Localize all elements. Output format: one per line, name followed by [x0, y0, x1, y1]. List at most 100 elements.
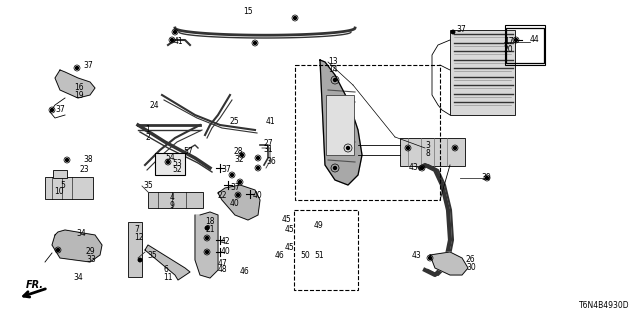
Circle shape	[239, 180, 241, 183]
Circle shape	[51, 108, 54, 111]
Bar	[295, 65, 440, 200]
Text: 16: 16	[74, 84, 84, 92]
Circle shape	[454, 147, 456, 149]
Bar	[400, 138, 465, 166]
Text: 7: 7	[134, 226, 139, 235]
Text: 33: 33	[86, 254, 96, 263]
Circle shape	[241, 154, 243, 156]
Text: 40: 40	[221, 247, 231, 257]
Bar	[326, 95, 354, 155]
Text: 26: 26	[466, 255, 476, 265]
Polygon shape	[55, 70, 95, 98]
Circle shape	[429, 257, 431, 260]
Text: 46: 46	[275, 251, 285, 260]
Circle shape	[420, 166, 424, 170]
Circle shape	[205, 251, 209, 253]
Circle shape	[253, 42, 257, 44]
Text: 51: 51	[314, 251, 324, 260]
Text: 45: 45	[285, 226, 295, 235]
Text: 37: 37	[83, 60, 93, 69]
Text: 25: 25	[229, 117, 239, 126]
Circle shape	[173, 30, 177, 34]
Text: 41: 41	[266, 117, 276, 126]
Circle shape	[515, 38, 518, 42]
Text: 29: 29	[86, 247, 95, 257]
Circle shape	[406, 147, 410, 149]
Text: 23: 23	[80, 165, 90, 174]
Circle shape	[486, 177, 488, 180]
Text: 47: 47	[218, 259, 228, 268]
Text: 8: 8	[425, 148, 429, 157]
Text: 3: 3	[425, 140, 430, 149]
Text: 45: 45	[282, 215, 292, 225]
Circle shape	[333, 166, 337, 170]
Circle shape	[333, 78, 337, 82]
Text: 17: 17	[504, 37, 514, 46]
Polygon shape	[52, 230, 102, 262]
Bar	[450, 30, 515, 115]
Text: 43: 43	[412, 251, 422, 260]
Bar	[506, 28, 544, 63]
Text: 10: 10	[54, 188, 63, 196]
Text: 18: 18	[205, 218, 214, 227]
Text: 37: 37	[230, 182, 240, 191]
Text: 40: 40	[253, 191, 263, 201]
Text: 32: 32	[234, 155, 244, 164]
Text: 41: 41	[174, 37, 184, 46]
Circle shape	[237, 194, 239, 196]
Text: 27: 27	[263, 139, 273, 148]
Text: 34: 34	[73, 274, 83, 283]
Bar	[45, 177, 93, 199]
Polygon shape	[430, 252, 468, 275]
Bar	[128, 222, 142, 277]
Circle shape	[294, 17, 296, 20]
Text: 2: 2	[145, 133, 150, 142]
Circle shape	[76, 67, 79, 69]
Text: 54: 54	[165, 154, 175, 163]
Circle shape	[56, 249, 60, 252]
Text: T6N4B4930D: T6N4B4930D	[579, 301, 630, 310]
Circle shape	[166, 161, 170, 164]
Text: 57: 57	[183, 148, 193, 156]
Text: 53: 53	[172, 158, 182, 167]
Circle shape	[451, 30, 454, 34]
Circle shape	[138, 259, 141, 261]
Text: 31: 31	[263, 146, 273, 155]
Polygon shape	[320, 60, 362, 185]
Text: 37: 37	[221, 165, 231, 174]
Text: 50: 50	[300, 251, 310, 260]
Circle shape	[257, 166, 259, 170]
Circle shape	[346, 147, 349, 149]
Text: 14: 14	[328, 66, 338, 75]
Text: 24: 24	[150, 100, 159, 109]
Bar	[505, 25, 545, 65]
Text: 4: 4	[170, 194, 175, 203]
Text: 21: 21	[205, 225, 214, 234]
Text: 13: 13	[328, 58, 338, 67]
Text: 36: 36	[266, 157, 276, 166]
Text: 52: 52	[172, 165, 182, 174]
Polygon shape	[145, 245, 190, 280]
Text: FR.: FR.	[26, 280, 44, 290]
Bar	[155, 153, 185, 175]
Text: 1: 1	[145, 125, 150, 134]
Bar	[53, 170, 67, 178]
Text: 9: 9	[170, 201, 175, 210]
Text: 43: 43	[409, 164, 419, 172]
Circle shape	[65, 158, 68, 162]
Text: 40: 40	[230, 198, 240, 207]
Text: 35: 35	[147, 252, 157, 260]
Circle shape	[205, 227, 209, 229]
Text: 38: 38	[83, 156, 93, 164]
Text: 20: 20	[504, 45, 514, 54]
Text: 22: 22	[218, 191, 227, 201]
Text: 12: 12	[134, 233, 143, 242]
Text: 6: 6	[163, 266, 168, 275]
Circle shape	[170, 38, 173, 42]
Polygon shape	[195, 212, 218, 278]
Circle shape	[230, 173, 234, 177]
Text: 44: 44	[530, 36, 540, 44]
Text: 45: 45	[285, 244, 295, 252]
Text: 35: 35	[143, 180, 153, 189]
Text: 37: 37	[456, 26, 466, 35]
